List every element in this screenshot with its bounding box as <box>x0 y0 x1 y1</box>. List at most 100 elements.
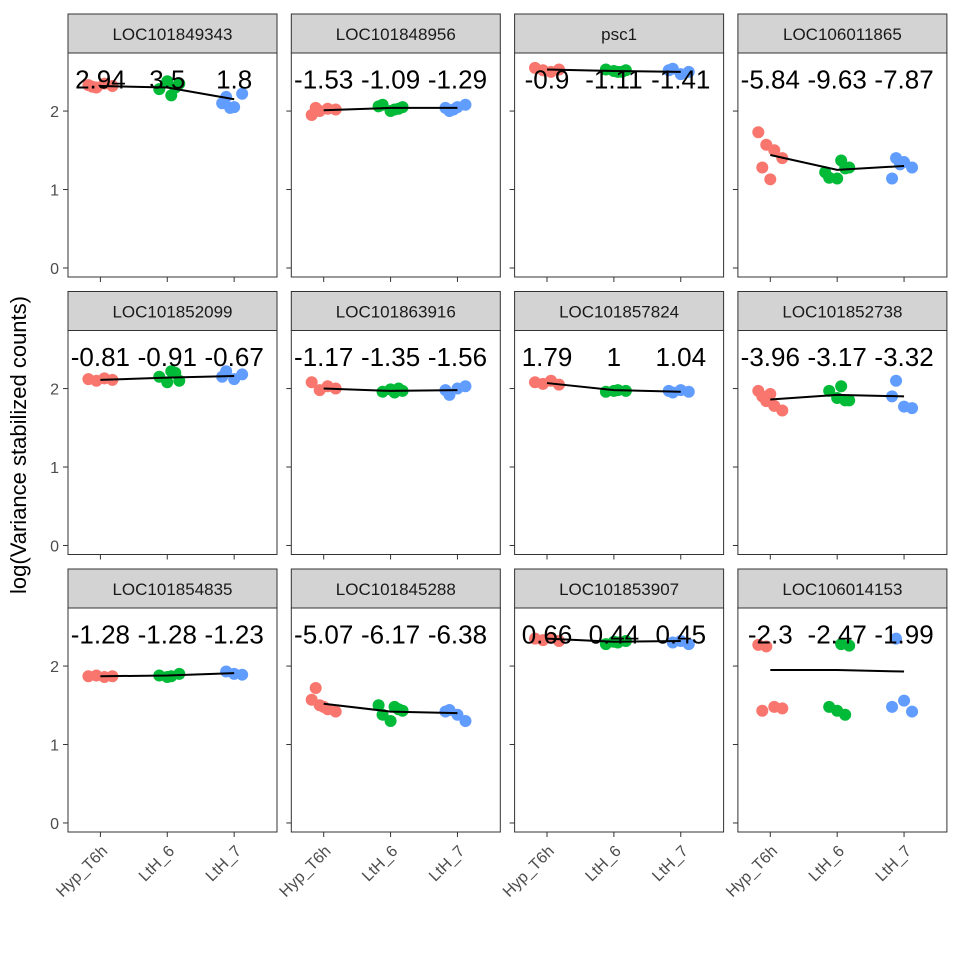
point <box>760 640 773 653</box>
point <box>906 161 919 174</box>
point <box>392 703 405 716</box>
point <box>372 699 385 712</box>
point <box>384 714 397 727</box>
panel-title: LOC101863916 <box>336 303 456 322</box>
mean-line <box>323 702 458 715</box>
point <box>224 101 237 114</box>
annotation: 0.66 <box>522 620 573 650</box>
mean-line <box>323 106 458 112</box>
annotation: -0.67 <box>205 342 264 372</box>
annotation: -1.99 <box>874 620 933 650</box>
point <box>447 103 460 116</box>
annotation: 0.45 <box>655 620 706 650</box>
annotation: -2.3 <box>748 620 793 650</box>
point <box>459 714 472 727</box>
annotation: -1.09 <box>361 65 420 95</box>
annotation: -7.87 <box>874 65 933 95</box>
point <box>682 638 695 651</box>
strip-background <box>514 568 725 609</box>
x-tick-label: LtH_6 <box>806 843 848 885</box>
point <box>329 705 342 718</box>
annotation: -5.07 <box>294 620 353 650</box>
x-tick-label: Hyp_T6h <box>500 843 558 901</box>
point <box>756 161 769 174</box>
point <box>236 87 249 100</box>
point <box>890 632 903 645</box>
point <box>305 376 318 389</box>
point <box>831 172 844 185</box>
point <box>459 98 472 111</box>
point <box>843 639 856 652</box>
mean-line <box>100 84 235 101</box>
strip-background <box>67 13 278 54</box>
point <box>392 382 405 395</box>
point <box>682 385 695 398</box>
point <box>776 702 789 715</box>
point <box>768 144 781 157</box>
mean-line <box>100 672 235 678</box>
point <box>459 380 472 393</box>
panel-border <box>290 52 501 278</box>
point <box>439 705 452 718</box>
point <box>764 173 777 186</box>
strip-background <box>290 568 501 609</box>
panel-border <box>514 330 725 555</box>
panel-title: LOC106011865 <box>783 25 902 44</box>
point <box>173 667 186 680</box>
point <box>906 705 919 718</box>
strip-background <box>67 568 278 609</box>
panel-border <box>290 330 501 555</box>
panel-title: LOC101853907 <box>559 580 679 599</box>
point <box>236 368 249 381</box>
point <box>898 694 911 707</box>
x-tick-label: Hyp_T6h <box>53 843 111 901</box>
point <box>161 671 174 684</box>
x-tick-label: Hyp_T6h <box>723 843 781 901</box>
point <box>886 172 899 185</box>
strip-background <box>514 13 725 54</box>
annotation: -1.41 <box>651 65 710 95</box>
point <box>756 704 769 717</box>
panel-title: LOC101849343 <box>112 25 232 44</box>
panel-title: psc1 <box>601 25 637 44</box>
panel-title: LOC101852738 <box>782 303 902 322</box>
point <box>886 700 899 713</box>
strip-background <box>737 13 948 54</box>
panel-title: LOC101854835 <box>112 580 232 599</box>
panel-border <box>290 607 501 833</box>
point <box>776 404 789 417</box>
panel-border <box>514 52 725 278</box>
y-axis-label: log(Variance stabilized counts) <box>6 296 31 594</box>
annotation: -3.32 <box>874 342 933 372</box>
x-tick-label: LtH_6 <box>582 843 624 885</box>
annotation: 1.04 <box>655 342 706 372</box>
annotation: -1.28 <box>138 620 197 650</box>
x-tick-label: LtH_7 <box>649 843 691 885</box>
point <box>309 101 322 114</box>
point <box>552 634 565 647</box>
strip-background <box>290 291 501 331</box>
annotation: 1 <box>607 342 621 372</box>
mean-line <box>323 387 458 392</box>
annotation: -1.23 <box>205 620 264 650</box>
panel-title: LOC101852099 <box>112 303 232 322</box>
y-tick-label: 1 <box>50 460 59 477</box>
mean-line <box>100 375 235 381</box>
panel-border <box>67 330 278 555</box>
point <box>839 162 852 175</box>
point <box>153 83 166 96</box>
point <box>317 700 330 713</box>
annotation: -9.63 <box>808 65 867 95</box>
panel-title: LOC101845288 <box>336 580 456 599</box>
y-tick-label: 0 <box>50 261 59 278</box>
point <box>161 376 174 389</box>
annotation: -1.17 <box>294 342 353 372</box>
y-tick-label: 2 <box>50 382 59 399</box>
point <box>309 682 322 695</box>
x-tick-label: LtH_7 <box>873 843 915 885</box>
mean-line <box>770 154 905 171</box>
panel-title: LOC101848956 <box>336 25 456 44</box>
strip-background <box>514 291 725 331</box>
annotation: -2.47 <box>808 620 867 650</box>
